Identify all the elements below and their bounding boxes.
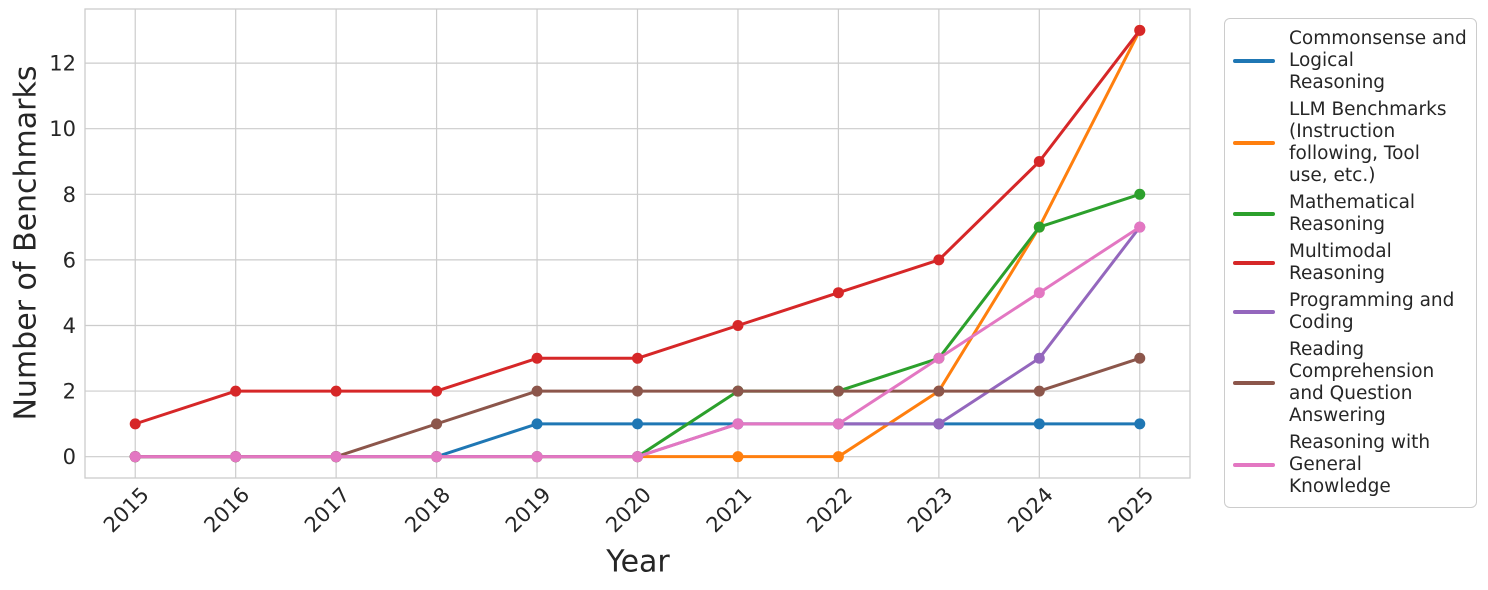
data-point-commonsense-and-logical-reason-2020 <box>632 418 643 430</box>
x-tick-label: 2021 <box>702 483 757 538</box>
data-point-commonsense-and-logical-reason-2024 <box>1033 418 1045 430</box>
legend-label: Programming and Coding <box>1289 290 1455 333</box>
x-tick-label: 2020 <box>601 483 656 538</box>
legend-label: LLM Benchmarks (Instruction following, Too… <box>1289 99 1447 186</box>
data-point-reasoning-with-general-knowled-2015 <box>129 451 141 463</box>
data-point-reasoning-with-general-knowled-2022 <box>832 418 844 430</box>
x-tick-label: 2015 <box>99 483 154 538</box>
data-point-reasoning-with-general-knowled-2016 <box>230 451 242 463</box>
data-point-multimodal-reasoning-2017 <box>330 385 342 397</box>
y-axis-label: Number of Benchmarks <box>8 65 44 421</box>
data-point-reading-comprehension-and-ques-2022 <box>832 385 844 397</box>
x-tick-label: 2025 <box>1104 483 1159 538</box>
legend-entry-commonsense-and-logical-reason: Commonsense and Logical Reasoning <box>1233 28 1468 94</box>
data-point-llm-benchmarks-instruction-fol-2022 <box>832 451 844 463</box>
y-tick-label: 10 <box>49 117 76 141</box>
y-tick-label: 12 <box>49 52 76 76</box>
data-point-reasoning-with-general-knowled-2021 <box>732 418 744 430</box>
legend-label: Reading Comprehension and Question Answerin… <box>1289 339 1435 426</box>
legend-label: Commonsense and Logical Reasoning <box>1289 28 1467 93</box>
x-tick-label: 2017 <box>300 483 355 538</box>
data-point-commonsense-and-logical-reason-2019 <box>531 418 543 430</box>
legend-entry-mathematical-reasoning: Mathematical Reasoning <box>1233 192 1468 236</box>
data-point-reading-comprehension-and-ques-2021 <box>732 385 744 397</box>
legend-label: Mathematical Reasoning <box>1289 192 1416 235</box>
y-tick-label: 8 <box>63 183 76 207</box>
data-point-reading-comprehension-and-ques-2024 <box>1033 385 1045 397</box>
legend-label: Reasoning with General Knowledge <box>1289 432 1431 497</box>
x-tick-label: 2016 <box>199 483 254 538</box>
data-point-reasoning-with-general-knowled-2020 <box>632 451 643 463</box>
legend-label: Multimodal Reasoning <box>1289 241 1392 284</box>
data-point-reading-comprehension-and-ques-2018 <box>431 418 443 430</box>
data-point-reasoning-with-general-knowled-2023 <box>933 352 945 364</box>
data-point-reasoning-with-general-knowled-2024 <box>1033 287 1045 299</box>
data-point-multimodal-reasoning-2025 <box>1134 24 1146 36</box>
data-point-multimodal-reasoning-2023 <box>933 254 945 266</box>
data-point-reading-comprehension-and-ques-2019 <box>531 385 543 397</box>
data-point-mathematical-reasoning-2024 <box>1033 221 1045 233</box>
data-point-reasoning-with-general-knowled-2018 <box>431 451 443 463</box>
legend-line-swatch <box>1233 381 1275 385</box>
data-point-multimodal-reasoning-2024 <box>1033 156 1045 168</box>
data-point-reasoning-with-general-knowled-2019 <box>531 451 543 463</box>
x-tick-label: 2019 <box>501 483 556 538</box>
data-point-multimodal-reasoning-2021 <box>732 319 744 331</box>
legend-entry-multimodal-reasoning: Multimodal Reasoning <box>1233 241 1468 285</box>
data-point-programming-and-coding-2024 <box>1033 352 1045 364</box>
y-tick-label: 6 <box>63 248 76 272</box>
x-tick-label: 2018 <box>400 483 455 538</box>
legend-line-swatch <box>1233 261 1275 265</box>
legend-line-swatch <box>1233 463 1275 467</box>
data-point-multimodal-reasoning-2016 <box>230 385 242 397</box>
y-tick-label: 0 <box>63 445 76 469</box>
legend-entry-reading-comprehension-and-ques: Reading Comprehension and Question Answerin… <box>1233 339 1468 427</box>
x-tick-label: 2024 <box>1003 483 1058 538</box>
data-point-reasoning-with-general-knowled-2025 <box>1134 221 1146 233</box>
data-point-reading-comprehension-and-ques-2020 <box>632 385 643 397</box>
legend: Commonsense and Logical Reasoning LLM Bench… <box>1224 18 1477 508</box>
x-tick-label: 2023 <box>903 483 958 538</box>
data-point-reading-comprehension-and-ques-2025 <box>1134 352 1146 364</box>
legend-line-swatch <box>1233 59 1275 63</box>
data-point-multimodal-reasoning-2019 <box>531 352 543 364</box>
data-point-reading-comprehension-and-ques-2023 <box>933 385 945 397</box>
legend-line-swatch <box>1233 141 1275 145</box>
y-tick-label: 2 <box>63 380 76 404</box>
legend-entry-llm-benchmarks-instruction-fol: LLM Benchmarks (Instruction following, Too… <box>1233 99 1468 187</box>
legend-line-swatch <box>1233 212 1275 216</box>
legend-line-swatch <box>1233 310 1275 314</box>
data-point-multimodal-reasoning-2020 <box>632 352 643 364</box>
data-point-multimodal-reasoning-2018 <box>431 385 443 397</box>
data-point-commonsense-and-logical-reason-2025 <box>1134 418 1146 430</box>
legend-entry-reasoning-with-general-knowled: Reasoning with General Knowledge <box>1233 432 1468 498</box>
x-tick-label: 2022 <box>802 483 857 538</box>
data-point-llm-benchmarks-instruction-fol-2021 <box>732 451 744 463</box>
data-point-multimodal-reasoning-2022 <box>832 287 844 299</box>
data-point-mathematical-reasoning-2025 <box>1134 188 1146 200</box>
x-axis-label: Year <box>606 544 670 580</box>
data-point-programming-and-coding-2023 <box>933 418 945 430</box>
data-point-multimodal-reasoning-2015 <box>129 418 141 430</box>
data-point-reasoning-with-general-knowled-2017 <box>330 451 342 463</box>
y-tick-label: 4 <box>63 314 76 338</box>
legend-entry-programming-and-coding: Programming and Coding <box>1233 290 1468 334</box>
plot-border <box>84 8 1191 479</box>
